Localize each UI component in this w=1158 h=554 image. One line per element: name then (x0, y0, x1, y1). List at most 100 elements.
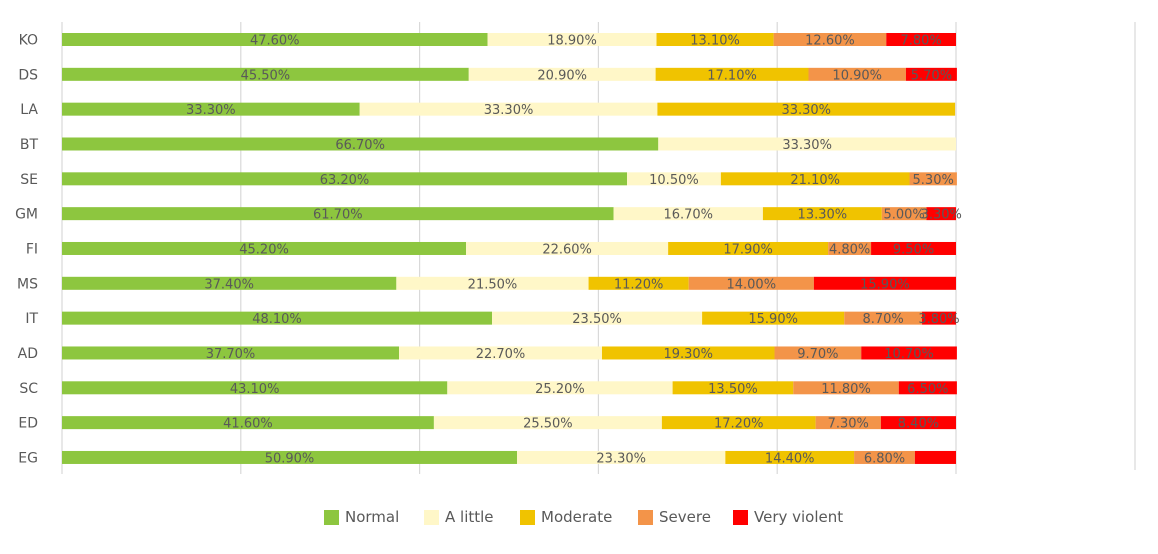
bar-segment (517, 450, 726, 464)
bar-segment (844, 311, 923, 325)
bar-segment (658, 137, 956, 151)
data-label: 25.20% (535, 382, 585, 397)
bar-segment (880, 416, 956, 430)
legend-label: Moderate (541, 508, 612, 526)
bar-segment (62, 33, 488, 46)
data-label: 43.10% (230, 382, 280, 397)
data-label: 37.70% (206, 347, 256, 362)
bar-segment (793, 381, 899, 395)
bar-segment (588, 276, 689, 290)
bar-segment (62, 276, 397, 290)
bar-segment (773, 33, 887, 46)
bar-segment (62, 381, 448, 395)
data-label: 13.50% (708, 382, 758, 397)
data-label: 66.70% (335, 138, 385, 153)
legend-swatch (638, 510, 653, 525)
data-label: 47.60% (250, 34, 300, 49)
data-label: 17.90% (723, 242, 773, 257)
data-label: 17.10% (707, 68, 757, 83)
data-label: 10.70% (884, 347, 934, 362)
bar-segment (774, 346, 862, 360)
data-label: 16.70% (663, 208, 713, 223)
bar-segment (813, 276, 956, 290)
data-label: 17.20% (714, 417, 764, 432)
bar-segment (854, 450, 915, 464)
data-label: 45.20% (239, 242, 289, 257)
data-label: 8.40% (898, 417, 939, 432)
legend-swatch (733, 510, 748, 525)
bar-segment (661, 416, 816, 430)
data-label: 33.30% (484, 103, 534, 118)
data-label: 45.50% (241, 68, 291, 83)
category-label: FI (26, 241, 38, 257)
bar-segment (922, 311, 956, 325)
data-label: 9.70% (797, 347, 838, 362)
bar-segment (62, 346, 400, 360)
data-label: 20.90% (537, 68, 587, 83)
data-label: 21.10% (790, 173, 840, 188)
category-label: SE (20, 172, 38, 188)
legend-label: Severe (659, 508, 711, 526)
data-label: 63.20% (320, 173, 370, 188)
data-label: 11.80% (821, 382, 871, 397)
category-label: AD (18, 346, 38, 362)
bar-segment (62, 416, 434, 430)
data-label: 7.80% (900, 34, 941, 49)
bar-segment (601, 346, 775, 360)
bar-segment (62, 450, 518, 464)
bar-segment (466, 241, 669, 255)
data-label: 12.60% (805, 34, 855, 49)
data-label: 50.90% (265, 451, 315, 466)
bar-segment (808, 67, 906, 81)
data-label: 25.50% (523, 417, 573, 432)
data-label: 19.30% (663, 347, 713, 362)
data-label: 48.10% (252, 312, 302, 327)
bar-segment (762, 207, 882, 221)
category-label: DS (18, 67, 38, 83)
data-label: 61.70% (313, 208, 363, 223)
bar-segment (655, 67, 809, 81)
bar-segment (720, 172, 910, 186)
bar-segment (886, 33, 956, 46)
data-label: 10.50% (649, 173, 699, 188)
bar-segment (914, 450, 956, 464)
data-label: 13.30% (798, 208, 848, 223)
legend-swatch (520, 510, 535, 525)
category-label: IT (25, 311, 38, 327)
data-label: 3.30% (921, 208, 962, 223)
legend: Normal A little Moderate Severe Very violent (324, 508, 843, 526)
bar-segment (627, 172, 721, 186)
data-label: 10.90% (832, 68, 882, 83)
data-label: 23.30% (596, 451, 646, 466)
data-label: 8.70% (862, 312, 903, 327)
category-label: MS (17, 276, 38, 292)
data-label: 21.50% (468, 277, 518, 292)
data-label: 5.30% (913, 173, 954, 188)
data-labels: 47.60% 18.90% 13.10% 12.60% 7.80% 45.50% 20.90… (186, 34, 962, 467)
bar-segment (399, 346, 602, 360)
bar-segment (668, 241, 829, 255)
category-label: SC (19, 381, 38, 397)
bar-segment (909, 172, 957, 186)
bar-segment (62, 67, 469, 81)
category-label: KO (19, 33, 38, 49)
data-label: 33.30% (781, 103, 831, 118)
data-label: 11.20% (614, 277, 664, 292)
bar-segment (613, 207, 763, 221)
bar-segment (861, 346, 957, 360)
bar-segment (468, 67, 656, 81)
bar-segment (396, 276, 589, 290)
data-label: 22.70% (476, 347, 526, 362)
bar-segment (656, 33, 774, 46)
legend-swatch (424, 510, 439, 525)
data-label: 41.60% (223, 417, 273, 432)
data-label: 14.40% (765, 451, 815, 466)
legend-label: Normal (345, 508, 399, 526)
bar-segment (702, 311, 845, 325)
category-label: EG (18, 450, 38, 466)
legend-label: Very violent (754, 508, 843, 526)
bar-segment (815, 416, 881, 430)
data-label: 6.50% (907, 382, 948, 397)
category-label: LA (20, 102, 38, 118)
bar-segment (62, 241, 467, 255)
